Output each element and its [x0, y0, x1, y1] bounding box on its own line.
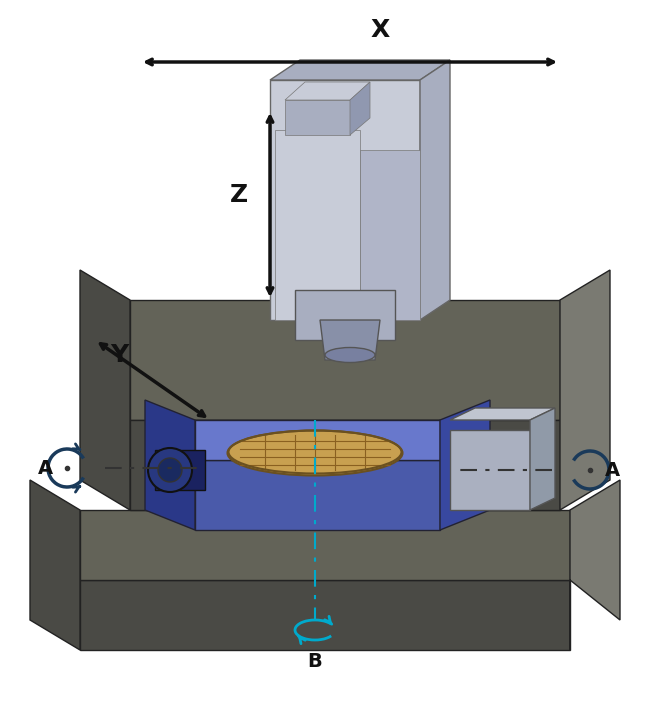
Polygon shape [130, 420, 560, 510]
Polygon shape [295, 290, 395, 340]
Polygon shape [450, 408, 555, 420]
Circle shape [158, 458, 182, 482]
Polygon shape [570, 480, 620, 650]
Text: X: X [370, 18, 390, 42]
Polygon shape [155, 450, 205, 490]
Polygon shape [195, 460, 440, 530]
Text: Y: Y [110, 343, 128, 367]
Polygon shape [285, 100, 350, 135]
Polygon shape [530, 408, 555, 510]
Polygon shape [440, 400, 490, 530]
Polygon shape [420, 60, 450, 320]
Ellipse shape [228, 431, 402, 476]
Polygon shape [80, 580, 570, 650]
Polygon shape [170, 420, 480, 510]
Polygon shape [80, 510, 570, 580]
Polygon shape [130, 300, 560, 420]
Polygon shape [270, 80, 420, 320]
Polygon shape [450, 430, 530, 510]
Polygon shape [30, 480, 80, 650]
Polygon shape [195, 420, 440, 460]
Polygon shape [285, 82, 370, 100]
Polygon shape [270, 60, 450, 80]
Polygon shape [145, 400, 195, 530]
Ellipse shape [325, 347, 375, 362]
Polygon shape [275, 130, 360, 320]
Polygon shape [560, 270, 610, 510]
Polygon shape [80, 270, 130, 510]
Polygon shape [350, 82, 370, 135]
Text: A: A [604, 461, 619, 479]
Text: B: B [308, 652, 322, 671]
Polygon shape [360, 150, 420, 320]
Text: Z: Z [230, 183, 248, 207]
Text: A: A [37, 459, 53, 478]
Polygon shape [320, 320, 380, 360]
Circle shape [148, 448, 192, 492]
